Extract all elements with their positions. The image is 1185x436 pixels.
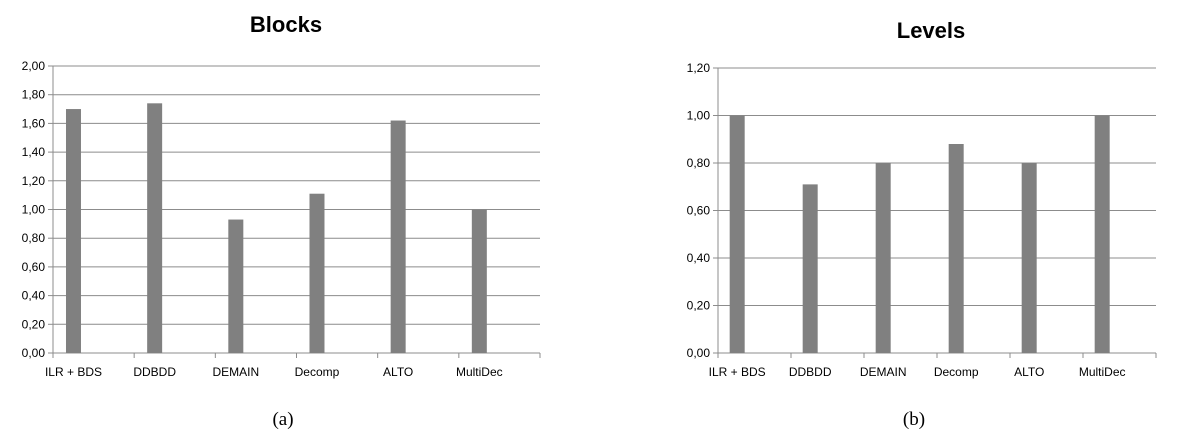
chart-title: Blocks (250, 12, 322, 37)
bar (875, 163, 891, 353)
y-tick-label: 1,60 (22, 116, 46, 130)
x-tick-label: DEMAIN (860, 365, 907, 379)
y-tick-label: 1,20 (22, 174, 46, 188)
bar (948, 144, 964, 353)
y-tick-label: 1,80 (22, 88, 46, 102)
y-tick-label: 2,00 (22, 59, 46, 73)
bar (729, 115, 745, 353)
x-tick-label: Decomp (934, 365, 979, 379)
x-tick-label: ILR + BDS (709, 365, 766, 379)
bar (471, 209, 487, 353)
chart-caption: (b) (903, 409, 925, 430)
y-tick-label: 1,00 (22, 203, 46, 217)
y-tick-label: 0,20 (687, 299, 711, 313)
x-tick-label: ALTO (383, 365, 413, 379)
x-tick-label: DDBDD (133, 365, 176, 379)
y-tick-label: 1,20 (687, 61, 711, 75)
levels-chart: Levels (b) 0,00 0,20 0,40 0,60 0,80 1,00 1,20 I… (687, 18, 1157, 430)
bar (228, 219, 244, 353)
bar (147, 103, 163, 353)
y-tick-label: 0,60 (22, 260, 46, 274)
chart-title: Levels (897, 18, 966, 43)
bar (1094, 115, 1110, 353)
bar (65, 109, 81, 353)
y-tick-label: 0,00 (687, 346, 711, 360)
x-tick-label: MultiDec (1079, 365, 1126, 379)
y-tick-label: 0,80 (687, 156, 711, 170)
y-tick-label: 0,80 (22, 231, 46, 245)
y-tick-label: 0,40 (22, 289, 46, 303)
bar (390, 120, 406, 353)
x-tick-label: DDBDD (789, 365, 832, 379)
y-tick-label: 0,40 (687, 251, 711, 265)
x-tick-label: MultiDec (456, 365, 503, 379)
x-tick-label: Decomp (295, 365, 340, 379)
bar (1021, 163, 1037, 353)
x-tick-label: DEMAIN (212, 365, 259, 379)
y-tick-label: 0,60 (687, 204, 711, 218)
bar (802, 184, 818, 353)
y-tick-label: 1,00 (687, 109, 711, 123)
blocks-chart: Blocks (a) 0,00 0,20 0,40 0,60 0,80 1,00 1,20 1… (22, 12, 541, 430)
bar (309, 193, 325, 353)
y-tick-label: 1,40 (22, 145, 46, 159)
y-tick-label: 0,00 (22, 346, 46, 360)
chart-caption: (a) (272, 409, 293, 430)
x-tick-label: ILR + BDS (45, 365, 102, 379)
y-tick-label: 0,20 (22, 317, 46, 331)
x-tick-label: ALTO (1014, 365, 1044, 379)
